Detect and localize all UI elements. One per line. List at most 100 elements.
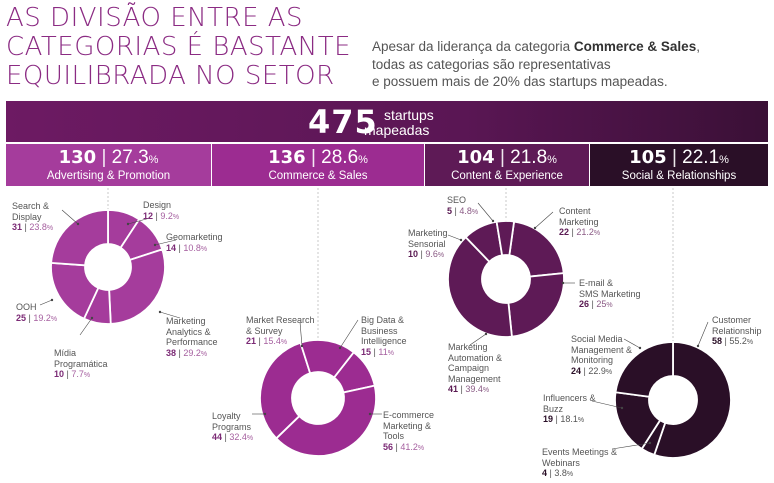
segment-count: 38 <box>166 347 177 358</box>
percent-sign: % <box>566 471 574 478</box>
segment-value: 41 | 39.4% <box>448 384 502 397</box>
leader-dot <box>533 226 537 230</box>
segment-value: 58 | 55.2% <box>712 336 762 349</box>
intro-post: , <box>696 39 700 54</box>
donut-slice <box>508 220 565 278</box>
donut-slice <box>495 220 516 257</box>
segment-count: 44 <box>212 432 223 442</box>
donut-slice <box>50 209 109 267</box>
percent-sign: % <box>746 339 754 346</box>
leader-dot <box>90 316 94 320</box>
segment-percent: 4.8% <box>459 205 479 216</box>
segment-label-text: Marketing <box>408 228 448 238</box>
donut-slice <box>447 235 513 338</box>
segment-value: 25 | 19.2% <box>16 313 57 326</box>
segment-percent: 23.8% <box>29 222 54 232</box>
leader-dot <box>158 310 162 314</box>
segment-label-text: Customer <box>712 315 752 325</box>
segment-label: OOH 25 | 19.2% <box>16 302 57 325</box>
separator: | <box>22 222 30 232</box>
segment-label-text: SMS Marketing <box>579 288 641 299</box>
segment-label-text: Automation & <box>448 352 503 363</box>
separator: | <box>547 468 555 478</box>
segment-label-text: Social Media <box>571 334 623 344</box>
percent-sign: % <box>172 213 180 221</box>
title-line: CATEGORIAS É BASTANTE <box>6 32 352 62</box>
percent-sign: % <box>200 245 208 253</box>
share-value: 27.3 <box>111 147 149 168</box>
total-label-2: mapeadas <box>364 122 430 138</box>
segment-percent: 19.2% <box>33 312 58 323</box>
segment-value: 5 | 4.8% <box>447 206 478 219</box>
segment-count: 26 <box>579 299 590 309</box>
percent-sign: % <box>593 230 601 237</box>
segment-count: 24 <box>571 365 582 376</box>
segment-label-text: Management <box>448 373 501 384</box>
leader-line <box>127 217 151 225</box>
leader-line <box>339 319 359 349</box>
segment-value: 38 | 29.2% <box>166 348 218 361</box>
intro-line2: todas as categorias são representativas <box>372 56 611 72</box>
leader-dot <box>696 344 700 348</box>
segment-count: 10 <box>408 249 419 259</box>
percent-sign: % <box>417 444 425 452</box>
segment-percent: 9.6% <box>425 249 445 259</box>
segment-label-text: OOH <box>16 302 37 312</box>
segment-value: 19 | 18.1% <box>543 414 596 427</box>
segment-label-text: Marketing <box>559 216 599 227</box>
category-header-commerce: 136 | 28.6% Commerce & Sales <box>212 144 424 186</box>
segment-label-text: Influencers & <box>543 393 596 403</box>
percent-sign: % <box>46 225 54 232</box>
intro-line3: e possuem mais de 20% das startups mapea… <box>372 74 668 89</box>
segment-value: 31 | 23.8% <box>12 222 53 235</box>
leader-dot <box>368 412 372 416</box>
percent-sign: % <box>605 368 613 376</box>
leader-dot <box>153 243 157 247</box>
percent-sign: % <box>200 350 208 358</box>
leader-line <box>611 442 651 450</box>
leader-dot <box>50 298 54 302</box>
percent-sign: % <box>577 417 585 424</box>
segment-count: 12 <box>143 210 154 221</box>
separator: | <box>722 336 730 346</box>
percent-sign: % <box>50 315 58 323</box>
segment-label: Social Media Management & Monitoring 24 | 2… <box>571 334 632 378</box>
percent-sign: % <box>358 154 368 166</box>
leader-line <box>159 311 181 319</box>
percent-sign: % <box>246 435 254 442</box>
segment-label: E-mail & SMS Marketing 26 | 25% <box>579 278 641 312</box>
page-title: AS DIVISÃO ENTRE AS CATEGORIAS É BASTANT… <box>6 4 366 91</box>
category-count: 104 <box>457 147 495 168</box>
segment-percent: 55.2% <box>729 336 754 346</box>
leader-dot <box>300 344 304 348</box>
segment-label-text: Campaign <box>448 363 490 373</box>
category-name: Social & Relationships <box>621 170 737 182</box>
segment-label-text: Intelligence <box>361 336 407 346</box>
segment-label: Loyalty Programs 44 | 32.4% <box>212 411 253 445</box>
segment-label: Customer Relationship 58 | 55.2% <box>712 315 762 349</box>
segment-count: 56 <box>383 441 394 452</box>
segment-value: 56 | 41.2% <box>383 442 434 455</box>
segment-label: Events Meetings & Webinars 4 | 3.8% <box>542 447 617 481</box>
percent-sign: % <box>471 208 479 216</box>
category-share: 27.3% <box>112 147 159 168</box>
percent-sign: % <box>547 154 557 166</box>
share-value: 21.8 <box>510 147 548 168</box>
category-count: 130 <box>58 147 97 168</box>
leader-line <box>39 299 53 306</box>
donut-slice <box>108 248 166 325</box>
segment-label: Geomarketing 14 | 10.8% <box>166 232 223 255</box>
title-line: EQUILIBRADA NO SETOR <box>6 61 335 91</box>
separator: | <box>569 227 577 237</box>
segment-value: 24 | 22.9% <box>571 366 632 379</box>
separator: | <box>589 299 597 309</box>
segment-label: Influencers & Buzz 19 | 18.1% <box>543 393 596 427</box>
category-count: 136 <box>268 147 306 168</box>
donut-slice <box>275 384 377 457</box>
intro-text: Apesar da liderança da categoria Commerc… <box>372 38 772 91</box>
segment-label: Search & Display 31 | 23.8% <box>12 201 53 235</box>
intro-pre: Apesar da liderança da categoria <box>372 39 574 54</box>
segment-count: 5 <box>447 205 453 216</box>
segment-label-text: Marketing <box>166 316 206 326</box>
